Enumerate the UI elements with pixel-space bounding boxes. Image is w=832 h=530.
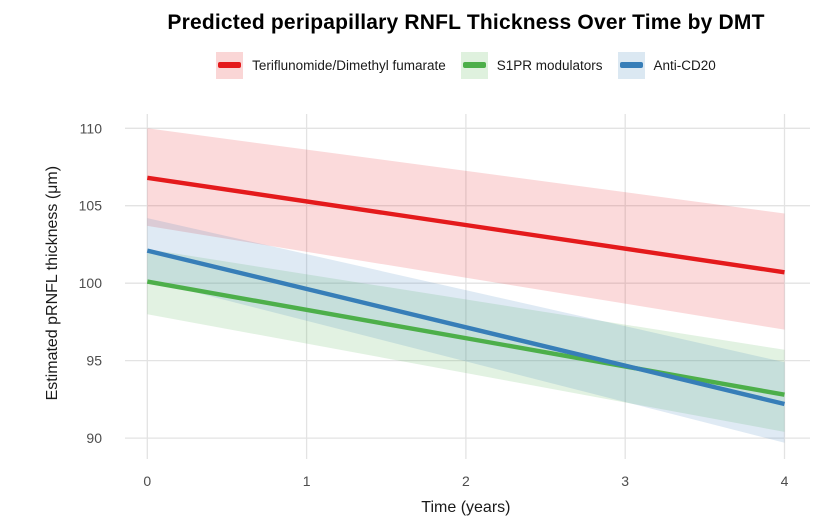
trend-line-teriflunomide-dimethyl-fumarate: [146, 175, 785, 275]
axis-tick-labels: 90 95 100 105 110 0 1 2 3 4: [79, 120, 789, 489]
gridlines: [125, 114, 810, 459]
trend-line-s1pr-modulators: [146, 279, 785, 397]
legend-item-s1pr-modulators: S1PR modulators: [460, 51, 603, 79]
legend-keyline-anti-cd20-icon: [619, 62, 643, 68]
legend-swatch-s1pr-modulators-icon: [460, 51, 488, 79]
x-tick-label-1: 1: [303, 473, 311, 489]
ci-ribbons: [147, 128, 785, 443]
x-tick-label-0: 0: [143, 473, 151, 489]
legend-label-s1pr-modulators: S1PR modulators: [496, 57, 603, 73]
legend-item-teriflunomide-dimethyl-fumarate: Teriflunomide/Dimethyl fumarate: [216, 51, 446, 79]
chart-title: Predicted peripapillary RNFL Thickness O…: [167, 11, 765, 34]
legend-label-teriflunomide-dimethyl-fumarate: Teriflunomide/Dimethyl fumarate: [252, 57, 446, 73]
ci-ribbon-teriflunomide-dimethyl-fumarate: [147, 128, 785, 330]
y-tick-label-95: 95: [86, 353, 102, 369]
ci-ribbon-anti-cd20: [147, 218, 785, 443]
legend-label-anti-cd20: Anti-CD20: [653, 57, 716, 73]
trend-lines: [146, 175, 786, 407]
y-axis-title: Estimated pRNFL thickness (μm): [44, 166, 61, 400]
x-axis-title: Time (years): [421, 499, 510, 516]
legend-item-anti-cd20: Anti-CD20: [617, 51, 716, 79]
ci-ribbon-s1pr-modulators: [147, 249, 785, 432]
legend: Teriflunomide/Dimethyl fumarate S1PR modu…: [106, 50, 826, 80]
x-tick-label-4: 4: [781, 473, 789, 489]
legend-swatch-teriflunomide-dimethyl-fumarate-icon: [216, 51, 244, 79]
x-tick-label-2: 2: [462, 473, 470, 489]
legend-keyline-teriflunomide-dimethyl-fumarate-icon: [218, 62, 242, 68]
trend-line-anti-cd20: [146, 248, 786, 407]
y-tick-label-90: 90: [86, 430, 102, 446]
legend-keyline-s1pr-modulators-icon: [462, 62, 486, 68]
x-tick-label-3: 3: [621, 473, 629, 489]
y-tick-label-100: 100: [79, 275, 103, 291]
y-tick-label-110: 110: [80, 120, 103, 136]
y-tick-label-105: 105: [79, 198, 103, 214]
legend-swatch-anti-cd20-icon: [617, 51, 645, 79]
